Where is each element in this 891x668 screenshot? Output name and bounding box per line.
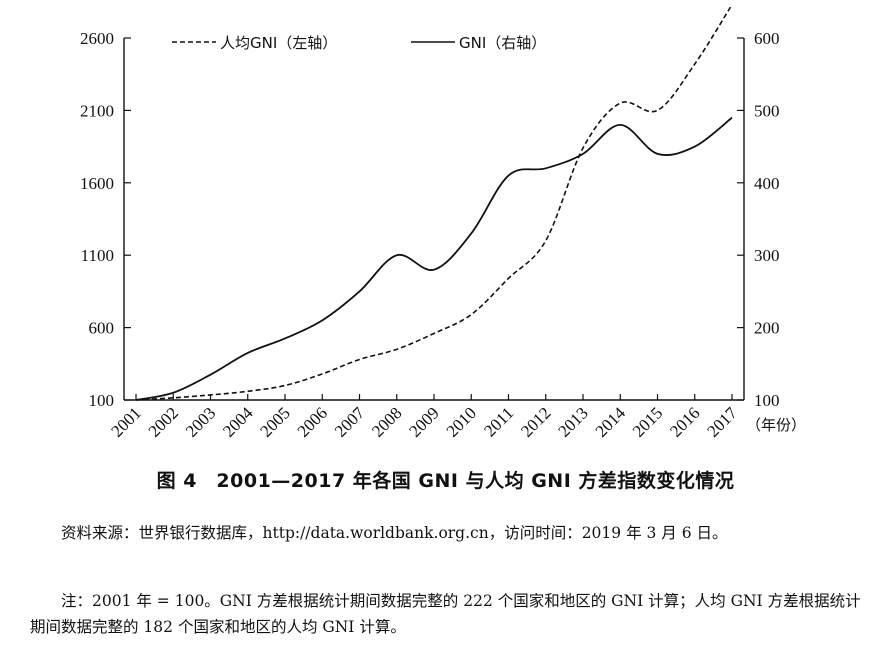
x-tick-label: 2013 — [554, 403, 591, 440]
x-tick-label: 2016 — [666, 403, 703, 440]
x-tick-label: 2002 — [145, 403, 182, 440]
x-tick-label: 2014 — [592, 403, 630, 441]
x-tick-label: 2008 — [368, 403, 405, 440]
left-tick-label: 100 — [89, 391, 115, 410]
right-tick-label: 100 — [754, 391, 780, 410]
x-tick-label: 2005 — [256, 403, 293, 440]
source-note: 资料来源：世界银行数据库，http://data.worldbank.org.c… — [61, 524, 728, 542]
chart-series — [135, 4, 733, 401]
chart-legend: 人均GNI（左轴） GNI（右轴） — [172, 34, 546, 52]
left-tick-label: 2100 — [80, 101, 114, 120]
x-tick-label: 2017 — [703, 403, 741, 441]
x-tick-label: 2007 — [331, 403, 369, 441]
x-tick-label: 2004 — [219, 403, 257, 441]
x-tick-label: 2003 — [182, 403, 219, 440]
legend-per-capita-gni-label: 人均GNI（左轴） — [220, 34, 337, 52]
right-tick-label: 400 — [754, 174, 780, 193]
x-tick-label: 2015 — [629, 403, 666, 440]
left-tick-label: 2600 — [80, 29, 114, 48]
right-tick-label: 600 — [754, 29, 780, 48]
chart: 100 600 1100 1600 2100 2600 100 200 300 400 500 600… — [80, 4, 806, 441]
right-tick-label: 500 — [754, 101, 780, 120]
left-tick-label: 600 — [89, 319, 115, 338]
figure-caption: 图 4 2001—2017 年各国 GNI 与人均 GNI 方差指数变化情况 — [156, 470, 735, 492]
legend-gni-label: GNI（右轴） — [459, 34, 546, 52]
x-tick-label: 2010 — [443, 403, 480, 440]
remark-note: 注：2001 年 = 100。GNI 方差根据统计期间数据完整的 222 个国家… — [30, 592, 861, 636]
chart-axes: 100 600 1100 1600 2100 2600 100 200 300 400 500 600… — [80, 29, 806, 441]
x-tick-label: 2012 — [517, 403, 554, 440]
x-tick-label: 2009 — [405, 403, 442, 440]
right-tick-label: 300 — [754, 246, 780, 265]
left-tick-label: 1100 — [81, 246, 114, 265]
x-tick-label: 2006 — [294, 403, 331, 440]
x-tick-label: 2011 — [480, 403, 517, 440]
series-line-per-capita-gni — [135, 4, 733, 401]
series-line-gni — [135, 116, 733, 401]
left-tick-label: 1600 — [80, 174, 114, 193]
right-tick-label: 200 — [754, 319, 780, 338]
x-axis-unit: （年份） — [746, 416, 806, 434]
